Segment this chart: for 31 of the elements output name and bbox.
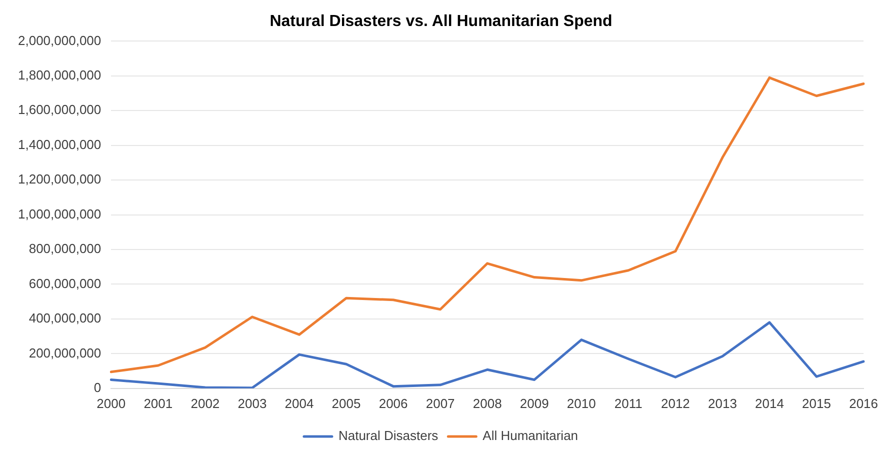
y-tick-label: 800,000,000 [28, 241, 102, 256]
x-tick-label: 2015 [802, 396, 831, 411]
x-tick-label: 2007 [426, 396, 455, 411]
y-tick-label: 200,000,000 [28, 345, 102, 360]
y-tick-label: 1,400,000,000 [18, 136, 102, 152]
x-tick-label: 2016 [849, 396, 878, 411]
x-tick-label: 2012 [660, 396, 690, 411]
y-tick-label: 1,600,000,000 [18, 102, 102, 118]
x-tick-label: 2008 [472, 396, 502, 411]
x-tick-label: 2005 [332, 396, 361, 411]
x-tick-label: 2000 [96, 396, 126, 411]
y-tick-label: 0 [94, 380, 102, 395]
y-tick-label: 1,000,000,000 [18, 206, 102, 222]
legend-label: All Humanitarian [482, 428, 578, 444]
y-tick-label: 2,000,000,000 [18, 32, 102, 48]
x-tick-label: 2003 [238, 396, 267, 411]
x-tick-label: 2013 [708, 396, 737, 411]
x-tick-label: 2002 [190, 396, 220, 411]
y-tick-label: 1,200,000,000 [18, 172, 102, 187]
legend-label: Natural Disasters [338, 428, 439, 444]
y-tick-label: 400,000,000 [28, 310, 102, 326]
y-tick-label: 600,000,000 [28, 276, 102, 291]
x-tick-label: 2010 [566, 396, 596, 411]
x-tick-label: 2011 [614, 396, 642, 411]
x-tick-label: 2001 [144, 396, 173, 411]
x-tick-label: 2009 [520, 396, 549, 411]
chart-title: Natural Disasters vs. All Humanitarian Spend [270, 13, 612, 30]
x-tick-label: 2014 [755, 396, 784, 411]
y-tick-label: 1,800,000,000 [18, 68, 102, 82]
x-tick-label: 2004 [284, 396, 314, 411]
x-tick-label: 2006 [378, 396, 408, 411]
